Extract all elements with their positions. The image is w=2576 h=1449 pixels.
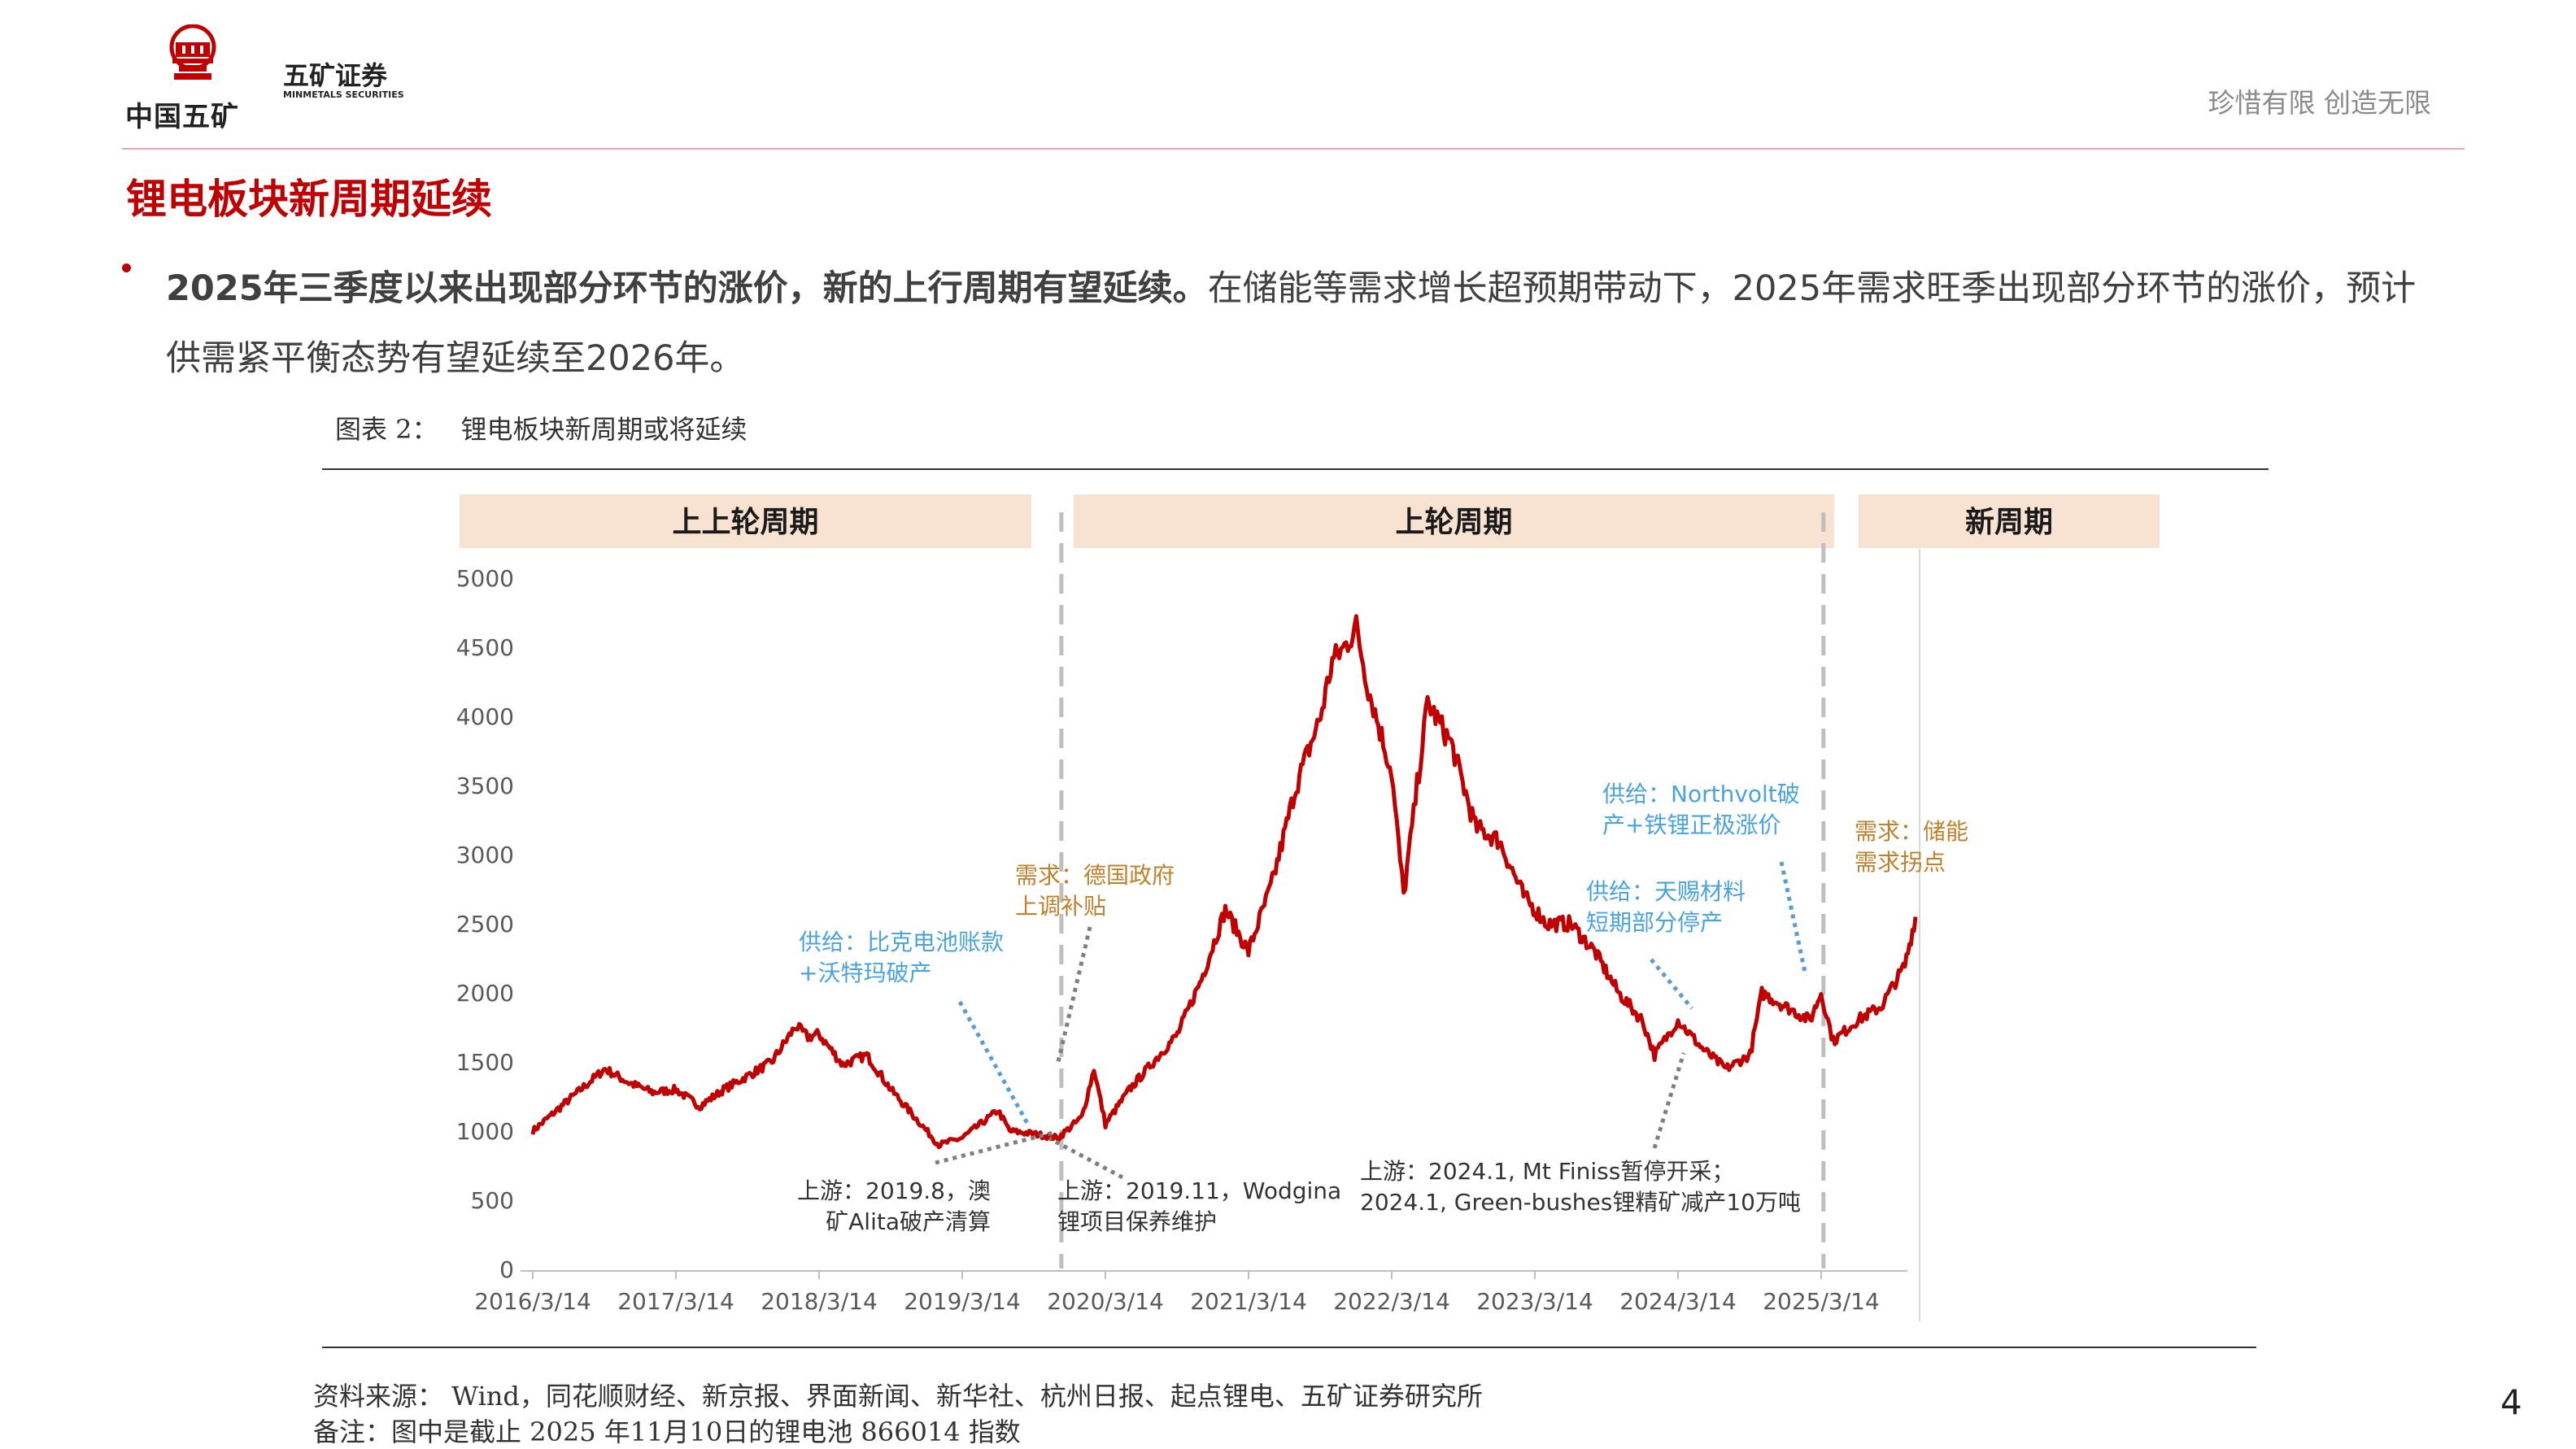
bullet-dot-icon bbox=[122, 263, 131, 272]
y-tick-label: 3500 bbox=[456, 772, 514, 799]
period-header-label: 上上轮周期 bbox=[672, 506, 818, 539]
brand-name: 五矿证券 bbox=[283, 60, 388, 91]
annotation-text: 供给：Northvolt破 bbox=[1602, 781, 1800, 807]
annotation-text: 上游：2019.11，Wodgina bbox=[1057, 1177, 1341, 1204]
y-tick-label: 4500 bbox=[456, 634, 514, 661]
y-tick-label: 5000 bbox=[456, 565, 514, 592]
annotation-text: 上调补贴 bbox=[1015, 893, 1106, 920]
x-tick-label: 2018/3/14 bbox=[761, 1288, 878, 1315]
annotation-text: +沃特玛破产 bbox=[799, 959, 931, 986]
header-divider bbox=[122, 148, 2465, 150]
y-tick-label: 4000 bbox=[456, 703, 514, 730]
bullet-text: 2025年三季度以来出现部分环节的涨价，新的上行周期有望延续。在储能等需求增长超… bbox=[166, 254, 2440, 394]
annotation-leader-line bbox=[1650, 958, 1693, 1010]
figure-title: 锂电板块新周期或将延续 bbox=[460, 414, 748, 445]
annotation-text: 短期部分停产 bbox=[1586, 909, 1723, 936]
company-logo: 中国五矿 五矿证券 MINMETALS SECURITIES bbox=[122, 24, 423, 138]
x-tick-label: 2017/3/14 bbox=[617, 1288, 734, 1315]
y-tick-label: 3000 bbox=[456, 842, 514, 868]
period-header-box bbox=[1074, 494, 1834, 548]
y-tick-label: 0 bbox=[499, 1256, 514, 1283]
annotation-leader-line bbox=[957, 1000, 1031, 1128]
annotation-text: 2024.1, Green-bushes锂精矿减产10万吨 bbox=[1360, 1189, 1801, 1216]
slogan: 珍惜有限 创造无限 bbox=[2208, 87, 2432, 119]
x-tick-label: 2020/3/14 bbox=[1047, 1288, 1164, 1315]
x-tick-label: 2016/3/14 bbox=[474, 1288, 591, 1315]
annotation-text: 矿Alita破产清算 bbox=[826, 1208, 991, 1235]
section-title: 锂电板块新周期延续 bbox=[126, 176, 492, 223]
annotation-leader-line bbox=[1652, 1052, 1686, 1149]
annotation-leader-line bbox=[935, 1130, 1054, 1165]
annotation-text: 上游：2024.1, Mt Finiss暂停开采； bbox=[1360, 1158, 1734, 1185]
bullet-bold-text: 2025年三季度以来出现部分环节的涨价，新的上行周期有望延续。 bbox=[166, 268, 1208, 309]
page-number: 4 bbox=[2500, 1382, 2522, 1422]
x-tick-label: 2021/3/14 bbox=[1190, 1288, 1307, 1315]
y-tick-label: 500 bbox=[471, 1187, 514, 1214]
logo-chinese-name: 中国五矿 bbox=[125, 101, 239, 133]
period-header-box bbox=[460, 494, 1031, 548]
x-tick-label: 2024/3/14 bbox=[1619, 1288, 1737, 1315]
y-tick-label: 1000 bbox=[456, 1118, 514, 1145]
y-tick-label: 2500 bbox=[456, 911, 514, 938]
y-tick-label: 1500 bbox=[456, 1049, 514, 1076]
period-header-box bbox=[1859, 494, 2160, 548]
annotation-leader-line bbox=[1779, 861, 1808, 977]
annotation-text: 产+铁锂正极涨价 bbox=[1602, 812, 1781, 838]
period-header-label: 新周期 bbox=[1965, 506, 2053, 539]
period-header-label: 上轮周期 bbox=[1395, 506, 1512, 539]
figure-top-rule bbox=[322, 468, 2269, 470]
annotation-leader-line bbox=[1055, 926, 1092, 1066]
source-note: 资料来源： Wind，同花顺财经、新京报、界面新闻、新华社、杭州日报、起点锂电、… bbox=[313, 1381, 1483, 1412]
figure-caption: 图表 2： 锂电板块新周期或将延续 bbox=[335, 409, 770, 446]
annotation-text: 需求：德国政府 bbox=[1015, 862, 1175, 889]
y-tick-label: 2000 bbox=[456, 980, 514, 1007]
remark-note: 备注：图中是截止 2025 年11月10日的锂电池 866014 指数 bbox=[313, 1416, 1021, 1447]
bullet-rest-text: 在储能等需求增长超预期带动下，2025年需求旺季出现部分环节的涨价，预计供需紧平… bbox=[166, 268, 2417, 379]
annotation-text: 供给：天赐材料 bbox=[1586, 878, 1746, 905]
annotation-text: 供给：比克电池账款 bbox=[799, 929, 1004, 955]
figure-label: 图表 2： bbox=[335, 414, 438, 445]
x-tick-label: 2025/3/14 bbox=[1763, 1288, 1880, 1315]
figure-bottom-rule bbox=[322, 1347, 2256, 1348]
x-tick-label: 2019/3/14 bbox=[904, 1288, 1021, 1315]
annotation-text: 需求：储能 bbox=[1855, 818, 1968, 845]
china-minmetals-emblem-icon bbox=[169, 24, 216, 80]
x-tick-label: 2023/3/14 bbox=[1476, 1288, 1593, 1315]
index-series-line bbox=[530, 614, 1918, 1150]
annotation-text: 锂项目保养维护 bbox=[1057, 1208, 1217, 1235]
bullet-paragraph: 2025年三季度以来出现部分环节的涨价，新的上行周期有望延续。在储能等需求增长超… bbox=[122, 254, 2440, 394]
x-tick-label: 2022/3/14 bbox=[1333, 1288, 1450, 1315]
annotation-text: 上游：2019.8，澳 bbox=[797, 1177, 991, 1204]
brand-english-name: MINMETALS SECURITIES bbox=[283, 89, 404, 100]
annotation-text: 需求拐点 bbox=[1855, 849, 1946, 876]
